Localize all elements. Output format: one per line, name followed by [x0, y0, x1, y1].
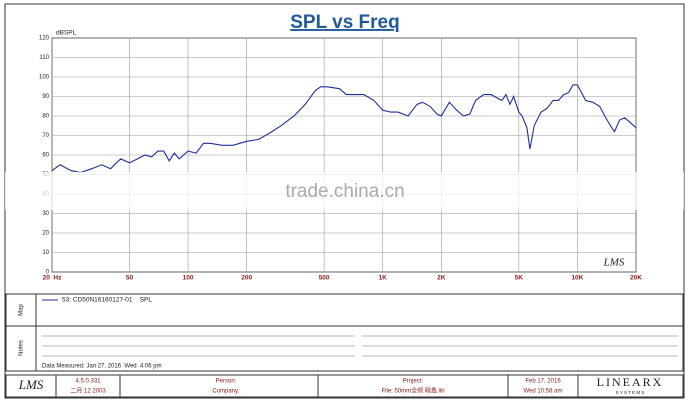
map-label: Map: [19, 304, 25, 316]
company: Company:: [212, 389, 240, 395]
time: Wed 10:58 am: [524, 389, 563, 395]
plot: 010203040506070809010011012020 Hz5010020…: [39, 36, 642, 282]
version: 4.5.0.331: [75, 379, 101, 385]
project: Project:: [403, 379, 424, 385]
chart-title: SPL vs Freq: [290, 12, 399, 33]
y-tick-label: 100: [39, 75, 50, 81]
brand: LINEARX: [597, 375, 664, 389]
x-tick-label: 2K: [437, 275, 446, 282]
y-tick-label: 120: [39, 36, 50, 42]
measured-note: Data Measured: Jan 27, 2016 Wed 4:06 pm: [42, 364, 162, 370]
x-tick-label: 5K: [515, 275, 524, 282]
footer-dividers: [55, 375, 579, 397]
y-tick-label: 20: [42, 231, 49, 237]
legend-entry: 53: CD50N16160127-01 SPL: [62, 297, 152, 304]
y-tick-label: 60: [42, 153, 49, 159]
series-line: [51, 84, 637, 174]
y-tick-label: 30: [42, 211, 49, 217]
note-lines: [42, 335, 678, 357]
footer: [5, 374, 684, 398]
x-tick-label: 1K: [379, 275, 388, 282]
version-date: 二月 12 2003: [70, 388, 106, 395]
x-tick-label: 20 Hz: [43, 275, 63, 282]
x-tick-label: 100: [183, 275, 194, 282]
y-tick-label: 110: [39, 55, 49, 61]
y-axis-label: dBSPL: [56, 30, 77, 37]
x-tick-label: 500: [319, 275, 330, 282]
person: Person:: [216, 379, 237, 385]
watermark: trade.china.cn: [285, 181, 404, 202]
y-tick-label: 0: [46, 270, 50, 276]
y-tick-label: 70: [42, 133, 49, 139]
date: Feb 17, 2016: [525, 379, 561, 385]
notes-label: Notes: [19, 340, 25, 356]
chart-logo: LMS: [603, 257, 625, 269]
y-tick-label: 80: [42, 114, 49, 120]
y-tick-label: 10: [42, 250, 49, 256]
x-tick-label: 200: [241, 275, 252, 282]
x-tick-label: 50: [126, 275, 134, 282]
file: File: 50mm全频 碳鑫.lib: [381, 387, 445, 395]
y-tick-label: 90: [42, 94, 49, 100]
x-tick-label: 10K: [571, 275, 583, 282]
notes-panel: [5, 325, 684, 372]
footer-logo: LMS: [18, 377, 44, 392]
x-tick-label: 20K: [630, 275, 642, 282]
brand-sub: S Y S T E M S: [616, 390, 645, 395]
watermark-band: [5, 172, 684, 210]
